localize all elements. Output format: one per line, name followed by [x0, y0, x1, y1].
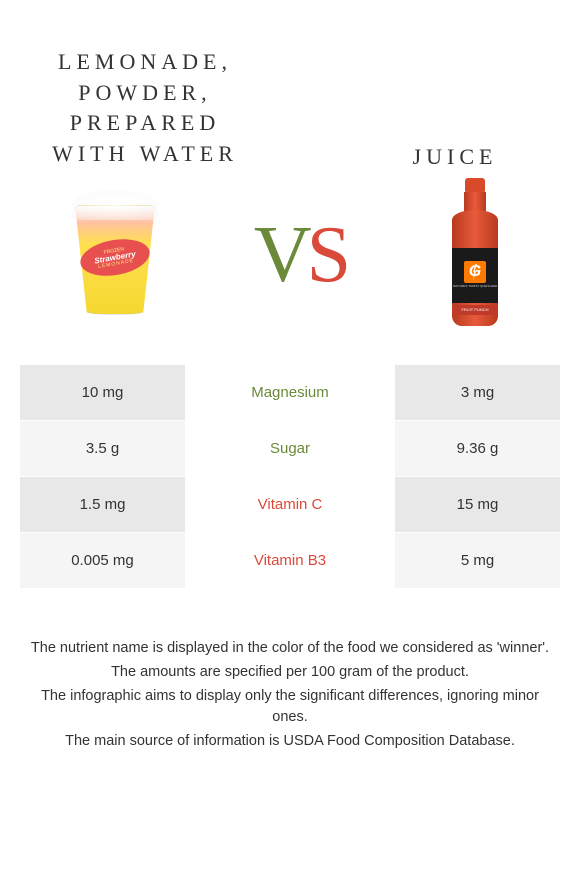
nutrient-label: Vitamin B3 — [191, 533, 389, 588]
header-row: LEMONADE, POWDER, PREPARED WITH WATER JU… — [0, 0, 580, 170]
nutrient-label: Magnesium — [191, 365, 389, 420]
right-value: 5 mg — [395, 533, 560, 588]
footnote-line: The main source of information is USDA F… — [25, 731, 555, 753]
right-food-title: JUICE — [370, 144, 540, 170]
right-value: 15 mg — [395, 477, 560, 532]
nutrient-label: Sugar — [191, 421, 389, 476]
comparison-table: 10 mg Magnesium 3 mg 3.5 g Sugar 9.36 g … — [20, 365, 560, 588]
bottle-flavor: FRUIT PUNCH — [452, 305, 498, 315]
table-row: 3.5 g Sugar 9.36 g — [20, 421, 560, 476]
left-value: 0.005 mg — [20, 533, 185, 588]
juice-bottle-image: G NATURE'S THIRST QUENCHER FRUIT PUNCH — [430, 178, 520, 333]
images-row: FROZEN Strawberry LEMONADE VS G NATURE'S… — [0, 170, 580, 350]
table-row: 0.005 mg Vitamin B3 5 mg — [20, 533, 560, 588]
right-value: 3 mg — [395, 365, 560, 420]
left-value: 3.5 g — [20, 421, 185, 476]
nutrient-label: Vitamin C — [191, 477, 389, 532]
right-value: 9.36 g — [395, 421, 560, 476]
g-logo-icon: G — [464, 261, 486, 283]
footnote-line: The amounts are specified per 100 gram o… — [25, 662, 555, 684]
footnote-line: The infographic aims to display only the… — [25, 686, 555, 730]
bottle-label: G NATURE'S THIRST QUENCHER — [452, 248, 498, 303]
left-value: 10 mg — [20, 365, 185, 420]
footnote-line: The nutrient name is displayed in the co… — [25, 638, 555, 660]
table-row: 10 mg Magnesium 3 mg — [20, 365, 560, 420]
vs-v-letter: V — [254, 211, 307, 299]
lemonade-cup-image: FROZEN Strawberry LEMONADE — [60, 185, 170, 325]
vs-badge: VS — [240, 210, 360, 301]
bottle-tagline: NATURE'S THIRST QUENCHER — [453, 285, 497, 289]
table-row: 1.5 mg Vitamin C 15 mg — [20, 477, 560, 532]
footnotes: The nutrient name is displayed in the co… — [0, 638, 580, 753]
left-food-title: LEMONADE, POWDER, PREPARED WITH WATER — [40, 47, 250, 170]
left-value: 1.5 mg — [20, 477, 185, 532]
vs-s-letter: S — [307, 211, 347, 299]
